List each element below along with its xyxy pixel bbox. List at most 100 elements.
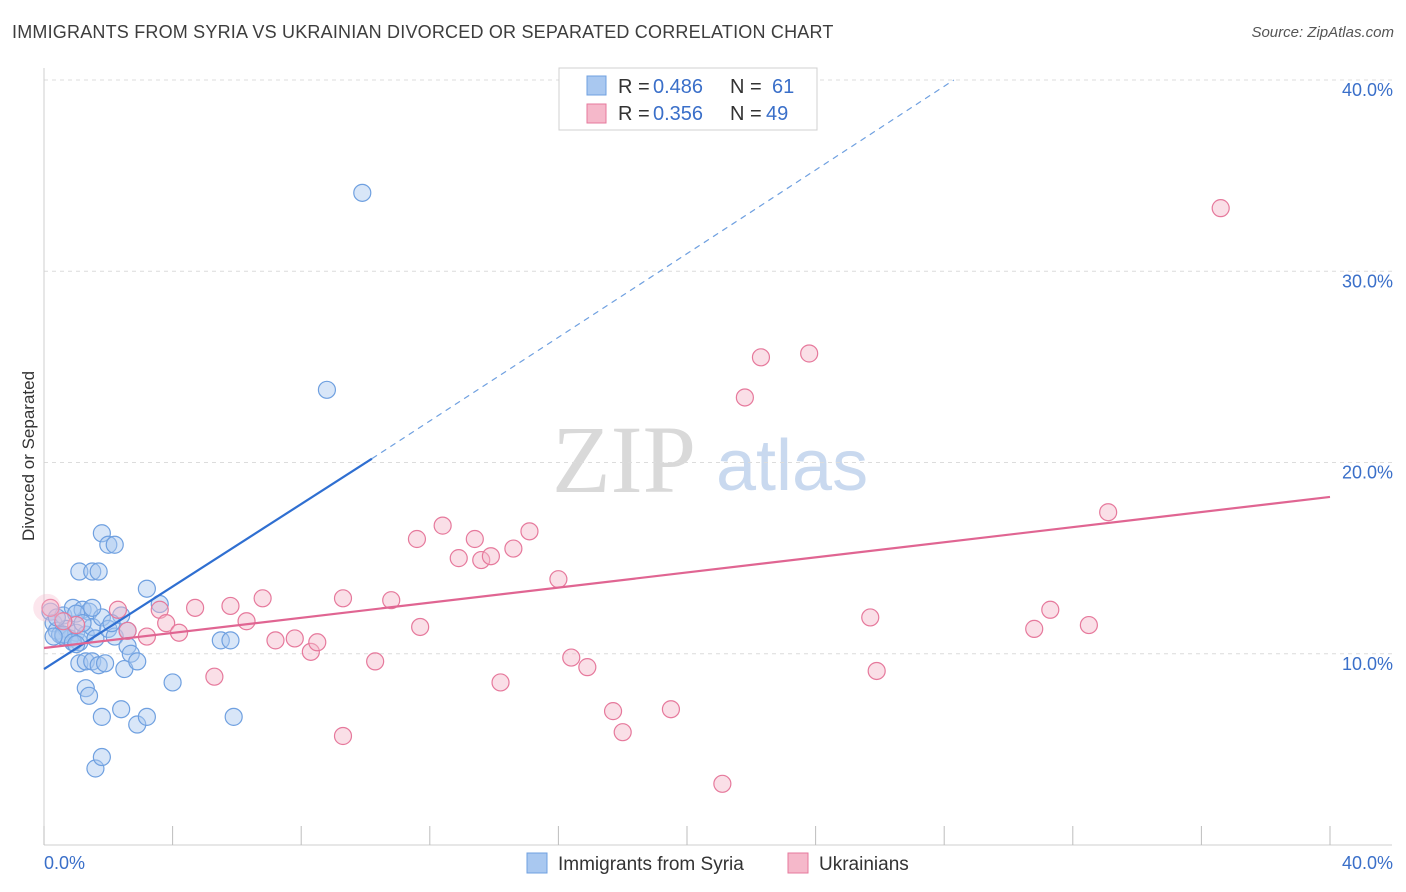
data-point [285, 629, 304, 648]
data-point [221, 631, 240, 650]
data-point [333, 589, 353, 608]
data-point [73, 614, 92, 633]
data-point [867, 661, 886, 681]
data-point [1099, 503, 1118, 522]
data-point [603, 702, 623, 721]
legend-n-value-ukrainians: 49 [766, 103, 788, 125]
data-point [92, 747, 111, 767]
data-point [520, 522, 539, 541]
y-tick-label: 20.0% [1342, 463, 1393, 483]
data-point [108, 600, 128, 619]
legend-r-label-ukrainians: R = [618, 103, 650, 125]
data-point [735, 388, 754, 407]
data-point [308, 633, 327, 652]
legend-r-value-ukrainians: 0.356 [653, 103, 703, 125]
data-point [237, 612, 256, 631]
data-point [89, 562, 108, 581]
data-point [562, 648, 581, 667]
data-point [800, 344, 819, 363]
trend-line-syria [43, 457, 373, 670]
data-point [1041, 600, 1060, 619]
data-point [549, 570, 568, 589]
legend-n-label-syria: N = [730, 76, 762, 98]
bottom-legend-label-ukrainians: Ukrainians [819, 854, 909, 875]
data-point [353, 183, 372, 202]
data-point-large [33, 593, 62, 622]
y-tick-labels: 10.0% 20.0% 30.0% 40.0% [1342, 80, 1393, 674]
data-point [105, 535, 124, 554]
data-point [253, 589, 272, 608]
data-point [163, 673, 182, 692]
series-legend: Immigrants from Syria Ukrainians [526, 852, 909, 875]
data-point [266, 631, 285, 650]
data-point [578, 658, 597, 677]
series-ukrainians-points [33, 199, 1230, 793]
data-point [186, 598, 205, 617]
data-point [92, 707, 111, 726]
axes [43, 68, 1392, 846]
data-point [128, 715, 147, 734]
correlation-legend: R = 0.486 N = 61 R = 0.356 N = 49 [558, 67, 818, 131]
data-point [41, 598, 60, 617]
x-tick-label: 40.0% [1342, 853, 1393, 873]
y-tick-label: 40.0% [1342, 80, 1393, 100]
trend-line-syria-extension [371, 79, 955, 460]
y-axis-title: Divorced or Separated [19, 371, 38, 541]
legend-n-value-syria: 61 [772, 76, 794, 98]
y-tick-label: 10.0% [1342, 654, 1393, 674]
data-point [137, 707, 156, 726]
data-point [54, 612, 73, 631]
data-point [118, 621, 137, 640]
grid-lines [44, 79, 1392, 655]
bottom-legend-swatch-syria [526, 852, 548, 874]
data-point [407, 529, 427, 549]
data-point [317, 380, 337, 399]
data-point [86, 759, 105, 778]
data-point [1025, 619, 1044, 638]
chart-title: IMMIGRANTS FROM SYRIA VS UKRAINIAN DIVOR… [12, 22, 834, 42]
data-point [1211, 199, 1230, 218]
data-point [211, 631, 230, 650]
data-point [83, 598, 102, 617]
y-tick-label: 30.0% [1342, 271, 1393, 291]
data-point [112, 700, 131, 719]
data-point [861, 608, 880, 627]
legend-swatch-ukrainians [586, 103, 607, 124]
data-point [99, 535, 118, 554]
legend-r-label-syria: R = [618, 76, 650, 98]
data-point [481, 547, 500, 566]
data-point [70, 562, 89, 581]
legend-r-value-syria: 0.486 [653, 76, 703, 98]
data-point [92, 524, 111, 543]
data-point [333, 726, 353, 746]
data-point [411, 617, 430, 637]
data-point [613, 723, 632, 742]
data-point [95, 654, 115, 673]
legend-n-label-ukrainians: N = [730, 103, 762, 125]
x-tick-label: 0.0% [44, 853, 85, 873]
data-point [112, 606, 131, 625]
data-point [83, 562, 102, 581]
data-point [491, 673, 510, 692]
data-point [1079, 615, 1098, 635]
chart-source: Source: ZipAtlas.com [1251, 24, 1394, 41]
watermark-atlas: atlas [716, 426, 868, 506]
data-point [128, 652, 147, 671]
data-point [137, 579, 156, 598]
data-point [44, 627, 63, 646]
data-point [92, 608, 111, 627]
data-point [382, 591, 401, 610]
watermark-zip: ZIP [552, 406, 696, 513]
trend-lines [43, 79, 1331, 670]
data-point [157, 614, 176, 633]
x-tick-labels: 0.0% 40.0% [44, 853, 1393, 873]
bottom-legend-swatch-ukrainians [787, 852, 809, 874]
data-point [224, 707, 243, 726]
data-point [79, 686, 99, 705]
data-point [366, 652, 385, 671]
data-point [83, 617, 102, 637]
bottom-legend-label-syria: Immigrants from Syria [558, 854, 744, 875]
data-point [751, 348, 771, 367]
legend-swatch-syria [586, 75, 607, 96]
